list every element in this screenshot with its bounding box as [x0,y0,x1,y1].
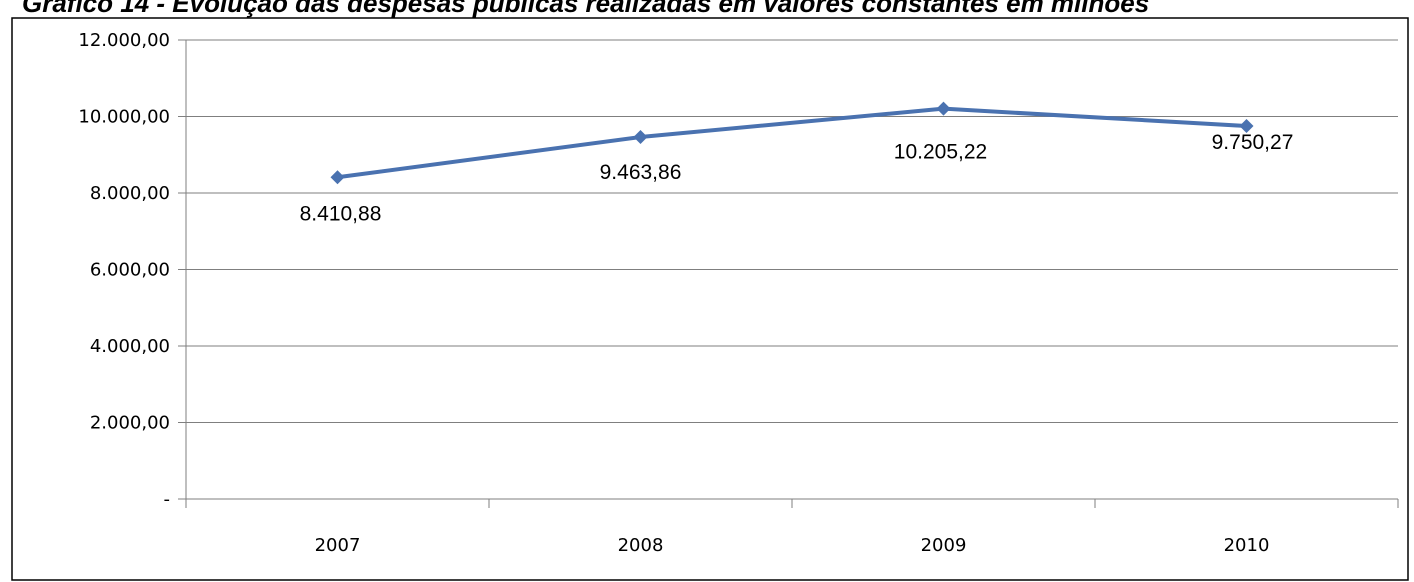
data-label: 8.410,88 [300,202,382,225]
x-tick-label: 2009 [921,535,967,556]
series [330,101,1254,185]
y-tick-label: 8.000,00 [90,183,170,204]
chart-title: Gráfico 14 - Evolução das despesas públi… [22,0,1150,18]
x-tick-label: 2007 [315,535,361,556]
axes [178,39,1399,508]
data-label: 9.750,27 [1212,131,1294,154]
x-tick-label: 2008 [618,535,664,556]
chart-frame [11,17,1409,581]
y-tick-label: 6.000,00 [90,260,170,281]
y-tick-label: 12.000,00 [78,30,170,51]
y-tick-label: - [164,489,171,510]
data-point [1239,119,1254,134]
data-labels: 8.410,88 9.463,86 10.205,22 9.750,27 [300,131,1294,225]
y-axis-labels: - 2.000,00 4.000,00 6.000,00 8.000,00 10.000,… [78,30,170,510]
data-point [330,170,345,185]
data-point [633,130,648,145]
data-label: 9.463,86 [600,161,682,184]
y-tick-label: 2.000,00 [90,413,170,434]
series-line [337,106,1247,180]
x-tick-label: 2010 [1224,535,1270,556]
y-tick-label: 4.000,00 [90,336,170,357]
data-label: 10.205,22 [894,141,987,164]
grid-lines [186,39,1398,423]
x-axis-labels: 2007 2008 2009 2010 [315,535,1270,556]
y-tick-label: 10.000,00 [78,107,170,128]
data-point [936,101,951,116]
